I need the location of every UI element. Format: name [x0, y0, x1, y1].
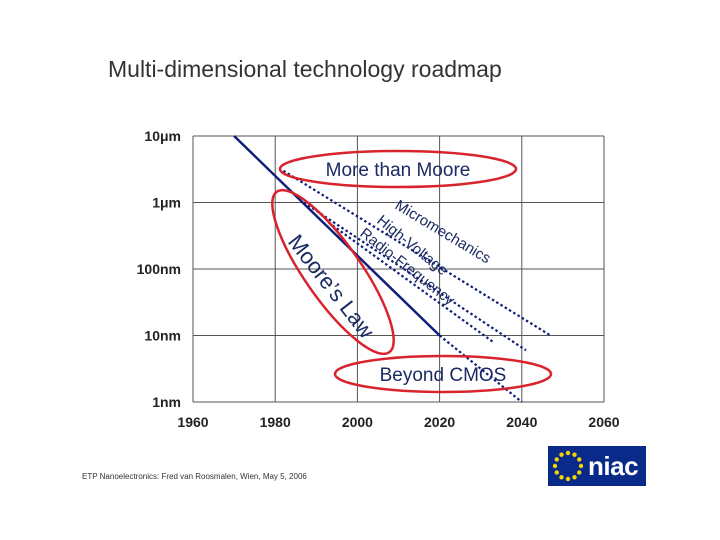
logo-star [572, 475, 577, 480]
more-than-moore-ellipse [278, 149, 518, 189]
moores-law-ellipse [271, 188, 395, 356]
beyond-cmos-ellipse [333, 354, 553, 394]
y-tick-label: 10nm [144, 328, 181, 344]
y-tick-label: 1nm [152, 394, 181, 410]
y-tick-label: 10μm [144, 128, 181, 144]
series-line-radio-frequency [327, 221, 494, 343]
series-line-moore-s-law [233, 135, 441, 337]
logo-text: niac [588, 451, 639, 481]
logo-star [559, 475, 564, 480]
logo-star [559, 452, 564, 457]
y-axis-ticks: 10μm 1μm 100nm 10nm 1nm [137, 128, 181, 410]
y-tick-label: 1μm [152, 195, 181, 211]
x-tick-label: 2060 [588, 414, 619, 430]
page-title: Multi-dimensional technology roadmap [108, 56, 502, 82]
eu-stars-icon [552, 450, 584, 482]
y-tick-label: 100nm [137, 261, 181, 277]
logo-star [552, 463, 558, 469]
logo-star [577, 470, 582, 475]
logo-star [554, 457, 559, 462]
x-axis-ticks: 1960 1980 2000 2020 2040 2060 [177, 414, 619, 430]
niac-logo: niac [548, 446, 646, 486]
logo-star [565, 476, 571, 482]
x-tick-label: 1980 [260, 414, 291, 430]
series-line-high-voltage [303, 201, 527, 352]
moores-law-label: Moore’s Law [283, 230, 379, 343]
logo-star [554, 470, 559, 475]
x-tick-label: 2040 [506, 414, 537, 430]
logo-star [578, 463, 584, 469]
x-tick-label: 1960 [177, 414, 208, 430]
series-line-micromechanics [282, 169, 552, 337]
beyond-cmos-label: Beyond CMOS [380, 365, 507, 386]
x-tick-label: 2000 [342, 414, 373, 430]
x-tick-label: 2020 [424, 414, 455, 430]
chart-series [233, 135, 552, 403]
logo-star [577, 457, 582, 462]
footer-citation: ETP Nanoelectronics: Fred van Roosmalen,… [82, 472, 307, 481]
more-than-moore-label: More than Moore [326, 160, 471, 181]
chart-grid [192, 135, 605, 403]
logo-star [572, 452, 577, 457]
logo-star [565, 450, 571, 456]
